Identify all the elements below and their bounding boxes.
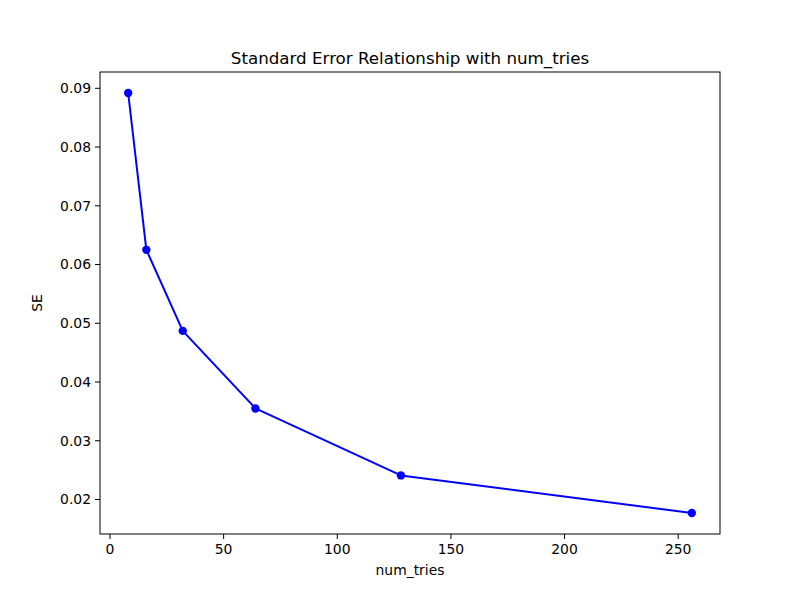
data-point-marker (179, 327, 187, 335)
figure: Standard Error Relationship with num_tri… (0, 0, 800, 600)
x-tick-label: 0 (106, 541, 115, 557)
data-point-marker (124, 89, 132, 97)
data-point-marker (142, 246, 150, 254)
data-point-marker (397, 471, 405, 479)
x-tick-label: 200 (551, 541, 578, 557)
y-tick-label: 0.02 (60, 491, 91, 507)
y-axis-label: SE (29, 294, 45, 312)
y-tick-label: 0.08 (60, 139, 91, 155)
y-tick-label: 0.09 (60, 80, 91, 96)
y-tick-label: 0.03 (60, 433, 91, 449)
data-point-marker (688, 509, 696, 517)
y-tick-label: 0.04 (60, 374, 91, 390)
x-tick-label: 100 (324, 541, 351, 557)
x-tick-label: 150 (438, 541, 465, 557)
plot-spines (100, 72, 720, 534)
plot-canvas: 0 50 100 150 200 250 0.02 0.03 0.04 0.05 0.06 0.07 0… (0, 0, 800, 600)
x-tick-label: 250 (665, 541, 692, 557)
y-tick-label: 0.07 (60, 198, 91, 214)
x-tick-label: 50 (215, 541, 233, 557)
y-tick-label: 0.05 (60, 315, 91, 331)
data-point-marker (251, 404, 259, 412)
x-axis-label: num_tries (100, 562, 720, 578)
y-tick-label: 0.06 (60, 256, 91, 272)
